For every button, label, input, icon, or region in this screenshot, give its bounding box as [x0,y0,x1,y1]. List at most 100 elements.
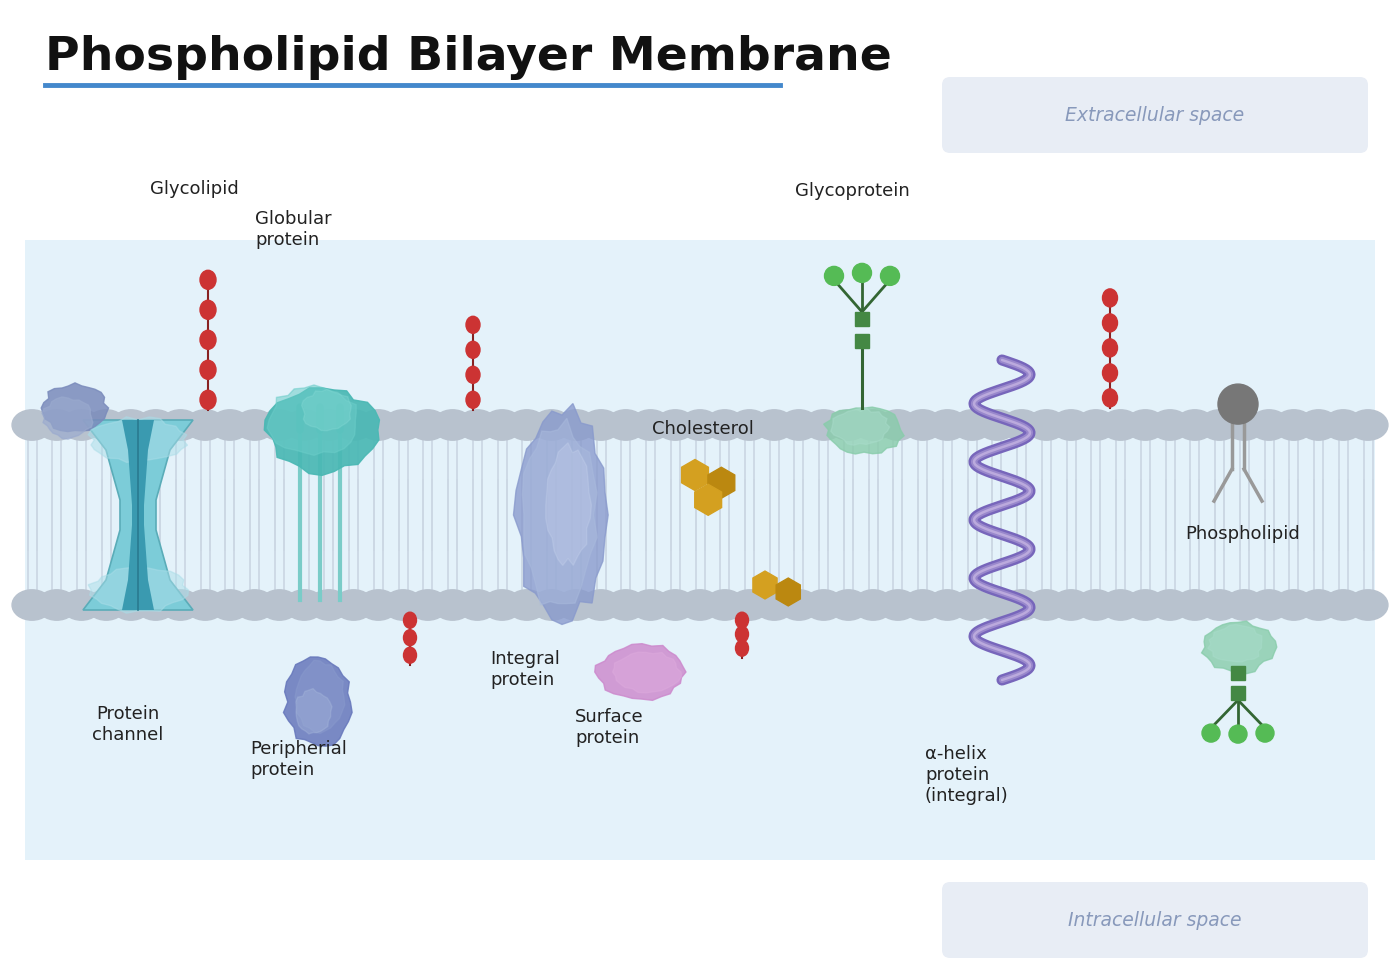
Ellipse shape [259,590,300,620]
Polygon shape [546,443,591,565]
Ellipse shape [403,647,417,663]
Polygon shape [41,383,109,431]
Ellipse shape [729,590,770,620]
Text: Peripherial
protein: Peripherial protein [251,740,347,779]
Ellipse shape [1225,410,1264,440]
Ellipse shape [200,361,216,379]
Ellipse shape [407,590,448,620]
Polygon shape [753,571,777,599]
Circle shape [881,267,899,285]
Ellipse shape [466,341,480,359]
Polygon shape [1201,621,1277,674]
Ellipse shape [200,390,216,410]
Ellipse shape [1126,410,1165,440]
Circle shape [1229,725,1247,743]
Ellipse shape [1274,590,1313,620]
Ellipse shape [735,626,749,642]
Ellipse shape [630,410,671,440]
Polygon shape [301,389,351,430]
Ellipse shape [507,590,547,620]
Polygon shape [613,652,682,693]
Polygon shape [295,661,344,733]
Polygon shape [295,689,332,734]
Ellipse shape [1348,410,1387,440]
Ellipse shape [1249,410,1289,440]
Text: Glycolipid: Glycolipid [150,180,239,198]
Ellipse shape [1077,410,1116,440]
Ellipse shape [1323,410,1364,440]
Ellipse shape [185,590,225,620]
Ellipse shape [13,410,52,440]
Text: Intracellular space: Intracellular space [1068,910,1242,929]
Polygon shape [283,657,353,746]
Ellipse shape [556,410,596,440]
Ellipse shape [200,300,216,319]
Ellipse shape [1103,314,1117,332]
Ellipse shape [532,590,571,620]
Ellipse shape [161,410,200,440]
Ellipse shape [1126,590,1165,620]
Ellipse shape [1051,590,1091,620]
Ellipse shape [606,590,645,620]
Ellipse shape [735,640,749,657]
Polygon shape [267,385,356,456]
Ellipse shape [111,410,151,440]
Ellipse shape [1175,410,1215,440]
Ellipse shape [903,410,942,440]
Ellipse shape [235,590,274,620]
Polygon shape [88,566,189,613]
Ellipse shape [358,410,399,440]
Ellipse shape [1103,389,1117,407]
Ellipse shape [200,330,216,349]
Ellipse shape [466,367,480,383]
Ellipse shape [407,410,448,440]
Ellipse shape [556,590,596,620]
Circle shape [1203,724,1219,742]
Polygon shape [708,467,735,498]
Ellipse shape [927,410,967,440]
Ellipse shape [804,590,844,620]
Ellipse shape [200,270,216,289]
Ellipse shape [680,590,720,620]
Ellipse shape [458,590,497,620]
Ellipse shape [1249,590,1289,620]
Ellipse shape [532,410,571,440]
Ellipse shape [384,410,423,440]
Ellipse shape [878,410,918,440]
Ellipse shape [903,590,942,620]
FancyBboxPatch shape [942,882,1368,958]
Ellipse shape [403,630,417,646]
Ellipse shape [1026,590,1067,620]
Ellipse shape [210,410,249,440]
Ellipse shape [977,590,1016,620]
Text: Phospholipid Bilayer Membrane: Phospholipid Bilayer Membrane [45,35,892,80]
Ellipse shape [235,410,274,440]
Circle shape [853,264,871,282]
Circle shape [1218,384,1259,424]
Ellipse shape [804,410,844,440]
Ellipse shape [1225,590,1264,620]
Polygon shape [88,416,188,463]
Ellipse shape [309,590,349,620]
Bar [855,312,869,326]
Ellipse shape [466,317,480,333]
Bar [855,334,869,348]
Ellipse shape [458,410,497,440]
Circle shape [1256,724,1274,742]
FancyBboxPatch shape [942,77,1368,153]
Ellipse shape [952,590,993,620]
Polygon shape [830,408,889,445]
Ellipse shape [333,590,374,620]
Polygon shape [265,388,379,475]
Ellipse shape [853,590,893,620]
Ellipse shape [1151,410,1190,440]
Ellipse shape [87,590,126,620]
Polygon shape [522,418,598,605]
Ellipse shape [927,590,967,620]
Ellipse shape [1274,410,1313,440]
Ellipse shape [630,590,671,620]
Ellipse shape [1299,410,1338,440]
Ellipse shape [161,590,200,620]
Ellipse shape [755,590,794,620]
Ellipse shape [735,612,749,628]
